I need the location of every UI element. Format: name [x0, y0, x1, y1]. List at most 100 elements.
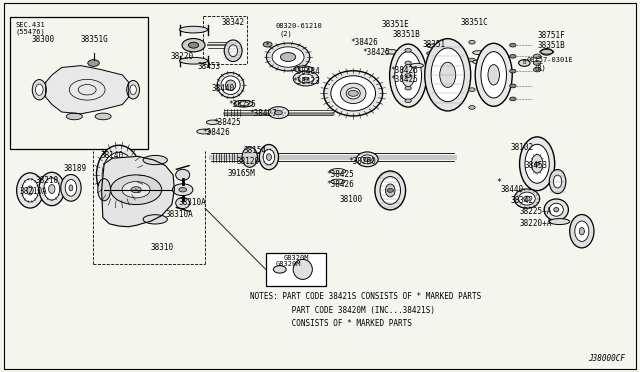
Bar: [10, 17, 148, 149]
Circle shape: [268, 107, 289, 119]
Circle shape: [509, 54, 516, 58]
Circle shape: [273, 266, 286, 273]
Ellipse shape: [554, 175, 562, 188]
Text: 38310A: 38310A: [178, 198, 206, 207]
Circle shape: [509, 43, 516, 47]
Text: *38484: *38484: [292, 67, 319, 76]
Ellipse shape: [127, 80, 140, 99]
Ellipse shape: [225, 80, 236, 90]
Ellipse shape: [330, 169, 346, 174]
Ellipse shape: [390, 44, 427, 107]
Text: 38225+A: 38225+A: [520, 208, 552, 217]
Ellipse shape: [340, 83, 366, 103]
Ellipse shape: [206, 120, 219, 125]
Circle shape: [111, 175, 162, 205]
Circle shape: [293, 71, 319, 86]
Ellipse shape: [570, 215, 594, 248]
Text: 38310A: 38310A: [166, 211, 193, 219]
Ellipse shape: [472, 51, 484, 54]
Text: (8): (8): [534, 64, 547, 71]
Ellipse shape: [130, 85, 136, 94]
Circle shape: [405, 86, 412, 90]
Polygon shape: [45, 65, 129, 114]
Ellipse shape: [520, 137, 555, 190]
Text: *38426: *38426: [202, 128, 230, 137]
Ellipse shape: [97, 145, 141, 205]
Text: *38425: *38425: [213, 119, 241, 128]
Circle shape: [348, 90, 358, 96]
Text: G8320M: G8320M: [275, 261, 301, 267]
Ellipse shape: [411, 63, 424, 68]
Ellipse shape: [475, 43, 512, 106]
Ellipse shape: [17, 173, 44, 208]
Text: 38310: 38310: [151, 243, 174, 252]
Bar: [266, 253, 326, 286]
Ellipse shape: [431, 48, 465, 102]
Ellipse shape: [524, 196, 530, 201]
Ellipse shape: [549, 203, 563, 216]
Ellipse shape: [69, 185, 73, 191]
Text: SEC.431
(55476): SEC.431 (55476): [15, 22, 45, 35]
Ellipse shape: [481, 52, 506, 98]
Text: *38426: *38426: [326, 180, 354, 189]
Text: CONSISTS OF * MARKED PARTS: CONSISTS OF * MARKED PARTS: [250, 320, 412, 328]
Circle shape: [298, 74, 314, 83]
Circle shape: [405, 61, 412, 65]
Ellipse shape: [22, 179, 38, 202]
Circle shape: [387, 189, 394, 192]
Ellipse shape: [361, 155, 374, 164]
Text: 38453: 38453: [197, 62, 221, 71]
Ellipse shape: [293, 259, 312, 279]
Ellipse shape: [143, 215, 168, 224]
Circle shape: [468, 106, 475, 109]
Ellipse shape: [32, 80, 46, 100]
Circle shape: [303, 77, 308, 80]
Text: PART CODE 38420M (INC...38421S): PART CODE 38420M (INC...38421S): [250, 307, 435, 315]
Ellipse shape: [196, 129, 211, 134]
Text: G8320M: G8320M: [284, 254, 309, 260]
Circle shape: [509, 69, 516, 73]
Text: *38426: *38426: [390, 66, 418, 75]
Text: 38220: 38220: [171, 52, 194, 61]
Text: 38342: 38342: [221, 19, 244, 28]
Ellipse shape: [554, 208, 559, 212]
Text: NOTES: PART CODE 38421S CONSISTS OF * MARKED PARTS: NOTES: PART CODE 38421S CONSISTS OF * MA…: [250, 292, 481, 301]
Circle shape: [518, 60, 530, 66]
Circle shape: [468, 58, 475, 62]
Ellipse shape: [259, 144, 278, 170]
Text: 39165M: 39165M: [227, 169, 255, 177]
Text: 38220+A: 38220+A: [520, 219, 552, 228]
Ellipse shape: [427, 51, 438, 55]
Circle shape: [509, 84, 516, 88]
Ellipse shape: [266, 43, 310, 71]
Circle shape: [533, 67, 541, 72]
Circle shape: [116, 173, 122, 177]
Text: *38427: *38427: [250, 109, 278, 118]
Text: *: *: [266, 41, 269, 47]
Ellipse shape: [27, 186, 33, 195]
Ellipse shape: [356, 152, 378, 167]
Circle shape: [405, 99, 412, 103]
Ellipse shape: [49, 185, 55, 193]
Text: 38210A: 38210A: [20, 187, 47, 196]
Ellipse shape: [331, 76, 376, 111]
Circle shape: [405, 48, 412, 52]
Ellipse shape: [380, 177, 401, 204]
Ellipse shape: [95, 113, 111, 120]
Ellipse shape: [549, 170, 566, 193]
Ellipse shape: [110, 163, 128, 187]
Ellipse shape: [579, 228, 584, 235]
Ellipse shape: [238, 102, 248, 106]
Ellipse shape: [402, 64, 415, 87]
Circle shape: [280, 52, 296, 61]
Text: 38351E: 38351E: [381, 20, 409, 29]
Ellipse shape: [175, 169, 189, 180]
Ellipse shape: [531, 154, 543, 173]
Text: B: B: [522, 61, 526, 65]
Ellipse shape: [263, 149, 275, 165]
Ellipse shape: [35, 84, 43, 95]
Ellipse shape: [544, 199, 568, 221]
Ellipse shape: [61, 174, 81, 201]
Ellipse shape: [217, 73, 244, 98]
Text: 38351B: 38351B: [537, 41, 565, 51]
